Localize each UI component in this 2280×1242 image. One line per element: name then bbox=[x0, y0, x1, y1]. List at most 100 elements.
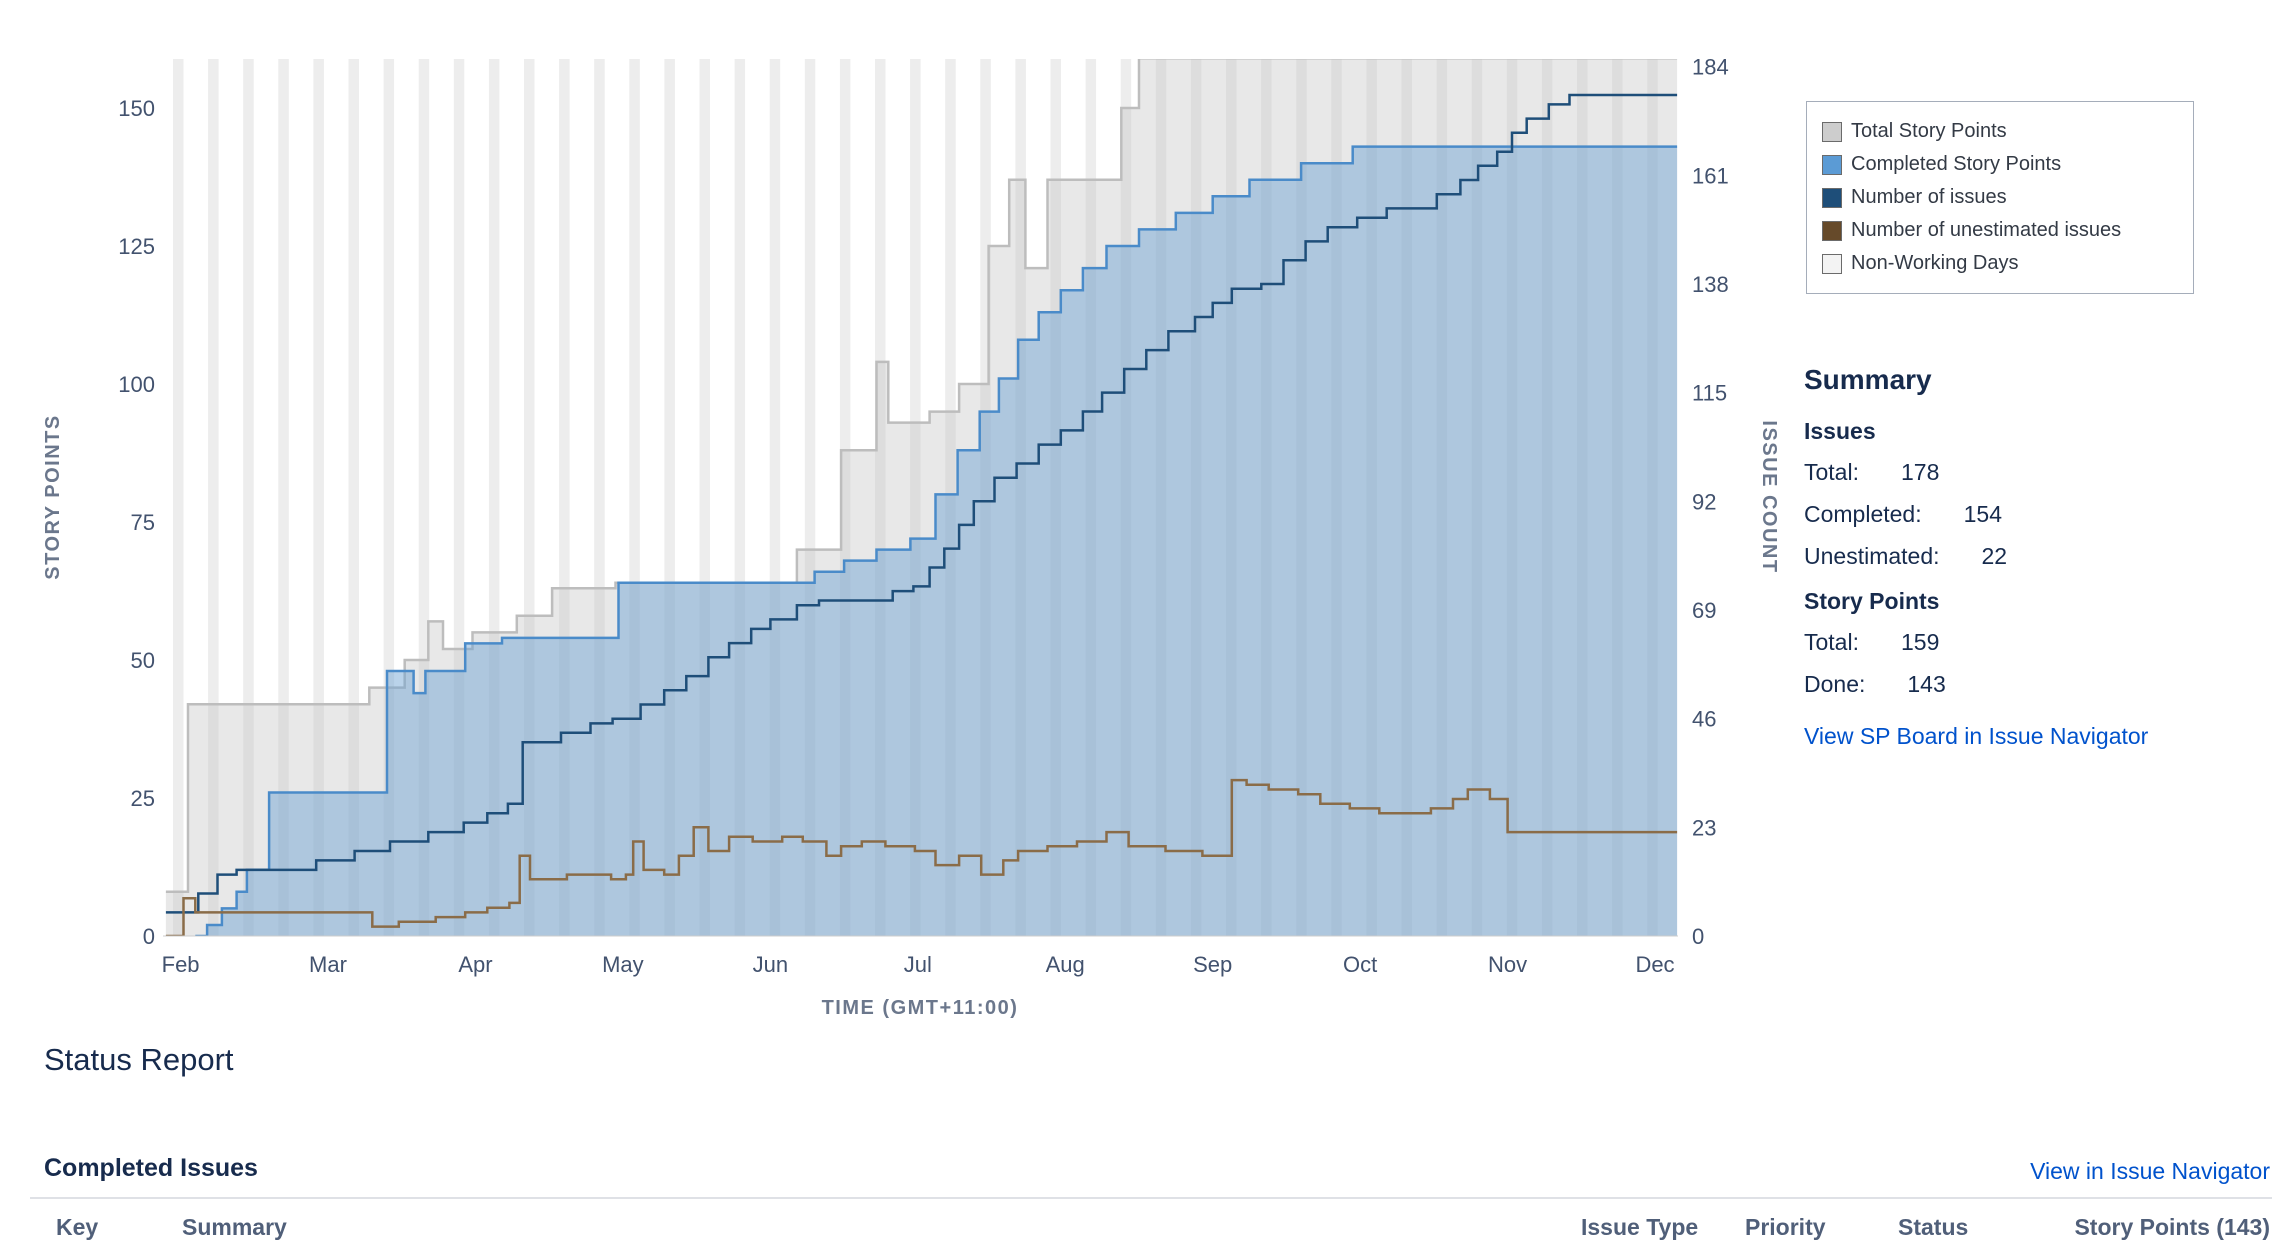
y-right-tick-label: 23 bbox=[1692, 815, 1716, 840]
summary-issues-unestimated-row: Unestimated: 22 bbox=[1804, 543, 2274, 570]
y-right-tick-label: 69 bbox=[1692, 598, 1716, 623]
y-left-tick-label: 150 bbox=[118, 96, 155, 121]
issues-total-value: 178 bbox=[1900, 459, 1940, 485]
plot-area bbox=[165, 59, 1678, 936]
non-working-day-band bbox=[173, 59, 184, 936]
y-left-tick-label: 100 bbox=[118, 372, 155, 397]
series-line-completed-story-points bbox=[195, 145, 1678, 936]
sp-total-label: Total: bbox=[1804, 629, 1859, 655]
non-working-day-band bbox=[383, 59, 395, 936]
legend-item-completed-story-points: Completed Story Points bbox=[1822, 148, 2178, 181]
legend-swatch-unestimated-issues bbox=[1822, 220, 1842, 241]
x-tick-label: Dec bbox=[1635, 952, 1674, 977]
y-right-tick-label: 92 bbox=[1692, 489, 1716, 514]
y-left-tick-label: 50 bbox=[131, 648, 155, 673]
chart-legend: Total Story Points Completed Story Point… bbox=[1806, 101, 2194, 294]
legend-swatch-number-of-issues bbox=[1822, 187, 1842, 208]
series-line-number-of-issues bbox=[165, 93, 1678, 914]
summary-issues-completed-row: Completed: 154 bbox=[1804, 501, 2274, 528]
legend-label-completed-story-points: Completed Story Points bbox=[1851, 153, 2062, 175]
non-working-day-band bbox=[1296, 59, 1307, 936]
column-header-status: Status bbox=[1898, 1214, 1969, 1240]
non-working-day-band bbox=[875, 59, 886, 936]
issues-completed-label: Completed: bbox=[1804, 501, 1922, 527]
non-working-day-band bbox=[839, 59, 851, 936]
legend-item-total-story-points: Total Story Points bbox=[1822, 115, 2178, 148]
y-right-tick-label: 184 bbox=[1692, 55, 1729, 80]
y-right-tick-label: 115 bbox=[1692, 381, 1727, 406]
legend-label-number-of-issues: Number of issues bbox=[1851, 186, 2007, 208]
y-left-tick-label: 0 bbox=[143, 924, 155, 949]
non-working-day-band bbox=[1401, 59, 1412, 936]
column-header-story-points: Story Points (143) bbox=[2074, 1214, 2270, 1240]
table-divider bbox=[30, 1197, 2272, 1199]
y-left-tick-label: 75 bbox=[131, 510, 155, 535]
non-working-day-band bbox=[980, 59, 991, 936]
x-axis-title-time: TIME (GMT+11:00) bbox=[822, 997, 1019, 1019]
non-working-day-band bbox=[1647, 59, 1658, 936]
x-tick-label: Nov bbox=[1488, 952, 1527, 977]
y-right-tick-label: 161 bbox=[1692, 163, 1729, 188]
series-area-total-story-points bbox=[165, 59, 1678, 936]
non-working-day-band bbox=[559, 59, 570, 936]
view-sp-board-link[interactable]: View SP Board in Issue Navigator bbox=[1804, 723, 2149, 749]
x-tick-label: Mar bbox=[309, 952, 347, 977]
non-working-day-band bbox=[524, 59, 535, 936]
issues-completed-value: 154 bbox=[1963, 501, 2002, 527]
series-line-number-of-unestimated-issues bbox=[165, 778, 1678, 936]
non-working-day-band bbox=[1577, 59, 1588, 936]
column-header-summary: Summary bbox=[182, 1214, 287, 1240]
non-working-day-band bbox=[910, 59, 921, 936]
sp-done-label: Done: bbox=[1804, 671, 1866, 697]
column-header-priority: Priority bbox=[1745, 1214, 1826, 1240]
non-working-day-band bbox=[488, 59, 500, 936]
non-working-day-band bbox=[1506, 59, 1518, 936]
issues-unestimated-label: Unestimated: bbox=[1804, 543, 1940, 569]
non-working-day-band bbox=[1366, 59, 1377, 936]
non-working-day-band bbox=[734, 59, 746, 936]
x-tick-label: Feb bbox=[162, 952, 200, 977]
column-header-key: Key bbox=[56, 1214, 99, 1240]
non-working-day-band bbox=[1120, 59, 1132, 936]
non-working-day-band bbox=[453, 59, 465, 936]
non-working-day-band bbox=[629, 59, 640, 936]
legend-label-total-story-points: Total Story Points bbox=[1851, 120, 2007, 142]
legend-swatch-total-story-points bbox=[1822, 121, 1842, 142]
sp-done-value: 143 bbox=[1907, 671, 1946, 697]
non-working-day-band bbox=[1085, 59, 1097, 936]
sp-total-value: 159 bbox=[1900, 629, 1940, 655]
view-in-issue-navigator-link[interactable]: View in Issue Navigator bbox=[2030, 1158, 2270, 1184]
summary-issues-heading: Issues bbox=[1804, 418, 1876, 444]
legend-label-non-working-days: Non-Working Days bbox=[1851, 252, 2019, 274]
summary-sp-done-row: Done: 143 bbox=[1804, 671, 2274, 698]
non-working-day-band bbox=[1190, 59, 1202, 936]
non-working-day-band bbox=[313, 59, 324, 936]
non-working-day-band bbox=[418, 59, 430, 936]
x-tick-label: Oct bbox=[1343, 952, 1377, 977]
x-tick-label: Jun bbox=[753, 952, 788, 977]
issues-unestimated-value: 22 bbox=[1981, 543, 2008, 569]
non-working-day-band bbox=[278, 59, 289, 936]
burnup-chart: 0 25 50 75 100 125 150 0 23 46 69 92 115 138 161 184 Feb… bbox=[42, 55, 1780, 1019]
x-tick-label: Apr bbox=[458, 952, 492, 977]
non-working-day-band bbox=[208, 59, 219, 936]
x-tick-label: Jul bbox=[904, 952, 932, 977]
summary-issues-total-row: Total: 178 bbox=[1804, 459, 2274, 486]
legend-item-number-of-issues: Number of issues bbox=[1822, 181, 2178, 214]
non-working-day-band bbox=[348, 59, 359, 936]
non-working-day-band bbox=[699, 59, 710, 936]
summary-title: Summary bbox=[1804, 364, 1932, 395]
y-left-tick-label: 125 bbox=[118, 234, 155, 259]
summary-panel: Summary Issues Total: 178 Completed: 154… bbox=[1804, 364, 2274, 750]
legend-swatch-completed-story-points bbox=[1822, 154, 1842, 175]
non-working-day-band bbox=[1261, 59, 1272, 936]
legend-item-unestimated-issues: Number of unestimated issues bbox=[1822, 214, 2178, 247]
non-working-day-band bbox=[1226, 59, 1237, 936]
status-report-title: Status Report bbox=[44, 1042, 234, 1077]
non-working-day-band bbox=[804, 59, 816, 936]
series-area-completed-story-points bbox=[195, 146, 1678, 936]
legend-label-unestimated-issues: Number of unestimated issues bbox=[1851, 219, 2122, 241]
non-working-day-band bbox=[1436, 59, 1448, 936]
non-working-day-band bbox=[243, 59, 254, 936]
non-working-day-band bbox=[664, 59, 675, 936]
